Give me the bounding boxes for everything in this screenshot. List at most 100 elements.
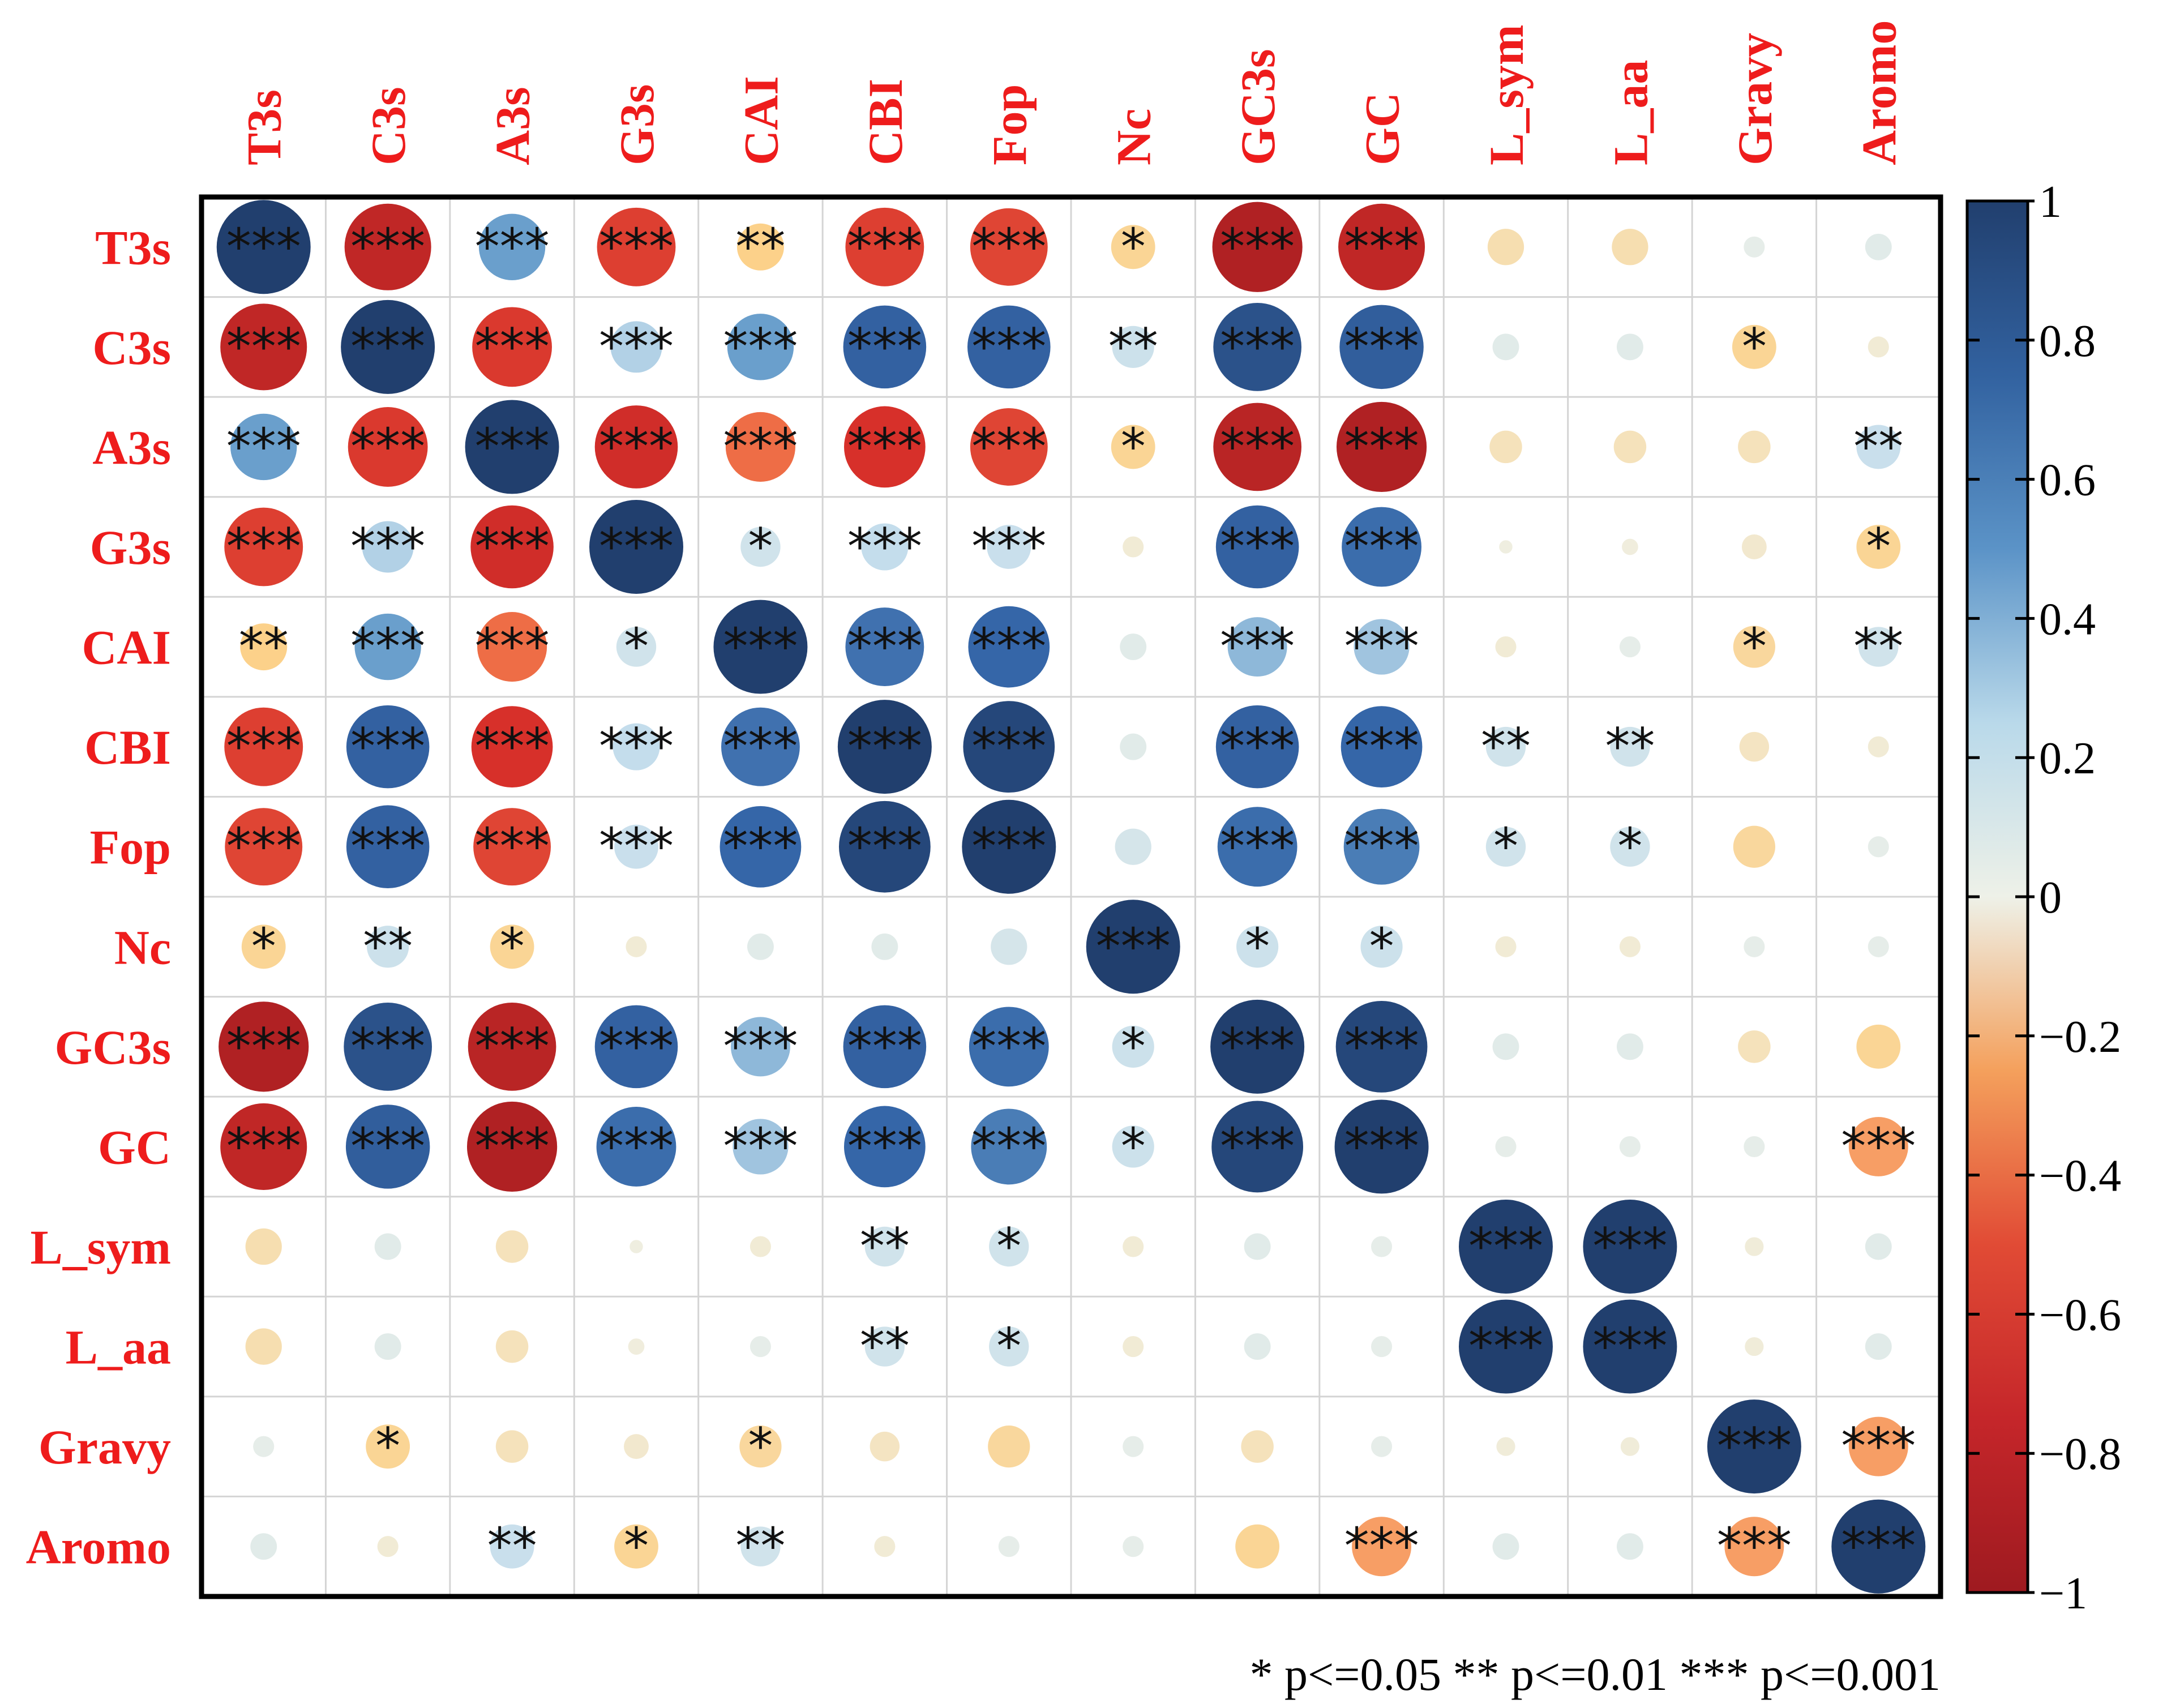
sig-star-G3s-Fop: *** — [971, 517, 1046, 576]
corr-circle-Aromo-A3s — [490, 1524, 534, 1569]
corr-circle-CBI-CBI — [837, 700, 932, 794]
corr-circle-GC3s-A3s — [468, 1003, 556, 1091]
sig-star-C3s-CBI: *** — [847, 318, 922, 376]
col-label-GC3s: GC3s — [1231, 49, 1285, 165]
corr-circle-Fop-Fop — [962, 799, 1056, 894]
corr-circle-CAI-GC3s — [1227, 617, 1287, 677]
sig-star-GC-GC3s: *** — [1220, 1117, 1295, 1175]
sig-star-G3s-GC: *** — [1344, 517, 1419, 576]
col-label-T3s: T3s — [237, 89, 292, 165]
corr-circle-Gravy-CAI — [739, 1426, 782, 1468]
sig-star-Aromo-GC: *** — [1344, 1517, 1419, 1576]
corr-circle-GC-C3s — [345, 1105, 430, 1189]
sig-star-G3s-C3s: *** — [350, 517, 425, 576]
corr-circle-Nc-CBI — [871, 933, 898, 960]
sig-star-GC3s-CBI: *** — [847, 1017, 922, 1076]
sig-star-Aromo-CAI: ** — [735, 1517, 785, 1576]
sig-star-GC3s-C3s: *** — [350, 1017, 425, 1076]
sig-star-A3s-CAI: *** — [723, 417, 798, 476]
corr-circle-T3s-Fop — [970, 208, 1048, 286]
corr-circle-L_aa-A3s — [495, 1330, 529, 1363]
corr-circle-CAI-T3s — [240, 623, 288, 671]
sig-star-CBI-C3s: *** — [350, 717, 425, 776]
corr-circle-GC3s-L_aa — [1616, 1033, 1643, 1060]
corr-circle-C3s-G3s — [610, 321, 662, 373]
row-label-GC3s: GC3s — [55, 1020, 171, 1075]
sig-star-CBI-Fop: *** — [971, 717, 1046, 776]
corr-circle-CBI-L_aa — [1610, 726, 1650, 767]
corr-circle-L_sym-L_aa — [1583, 1200, 1677, 1294]
col-label-Aromo: Aromo — [1852, 20, 1906, 165]
col-label-Gravy: Gravy — [1728, 33, 1782, 165]
colorbar-tick-label: 1 — [2039, 177, 2062, 227]
colorbar-tick-label: 0.8 — [2039, 316, 2096, 366]
corr-circle-Fop-Gravy — [1733, 825, 1775, 868]
corr-circle-GC-Fop — [971, 1108, 1047, 1185]
col-label-C3s: C3s — [361, 87, 416, 165]
sig-star-Fop-L_aa: * — [1617, 817, 1642, 876]
corr-circle-C3s-L_aa — [1616, 333, 1643, 361]
corr-circle-L_aa-L_sym — [1459, 1299, 1553, 1394]
corr-circle-L_aa-Aromo — [1865, 1333, 1892, 1360]
corr-circle-Aromo-CAI — [740, 1526, 781, 1566]
sig-star-CBI-T3s: *** — [226, 717, 301, 776]
corr-circle-Fop-GC3s — [1217, 807, 1297, 887]
corr-circle-L_sym-GC3s — [1244, 1233, 1271, 1260]
row-label-Fop: Fop — [90, 820, 171, 875]
corr-circle-T3s-C3s — [344, 203, 431, 290]
sig-star-GC-G3s: *** — [599, 1117, 674, 1175]
corr-circle-Aromo-Aromo — [1831, 1499, 1926, 1594]
column-labels: T3s C3s A3s G3s CAI CBI Fop Nc GC3s GC L_sym L_aa Gr… — [237, 20, 1907, 165]
plot-frame — [199, 194, 1943, 1599]
sig-star-T3s-G3s: *** — [599, 217, 674, 276]
corr-circle-Nc-L_aa — [1619, 936, 1641, 957]
sig-star-GC3s-Nc: * — [1121, 1017, 1146, 1076]
corr-circle-C3s-CBI — [843, 305, 927, 389]
corr-circle-L_aa-Fop — [989, 1326, 1029, 1367]
row-label-Nc: Nc — [114, 920, 171, 974]
corr-circle-GC-L_sym — [1495, 1136, 1517, 1157]
sig-star-G3s-CBI: *** — [847, 517, 922, 576]
sig-star-C3s-Gravy: * — [1742, 318, 1767, 376]
sig-star-T3s-CAI: ** — [735, 217, 785, 276]
corr-circle-Nc-GC3s — [1236, 926, 1279, 968]
corr-circle-Nc-Gravy — [1744, 936, 1765, 957]
corr-circle-CAI-Aromo — [1858, 627, 1899, 667]
sig-star-A3s-Fop: *** — [971, 417, 1046, 476]
corr-circle-CAI-L_aa — [1619, 636, 1641, 658]
sig-star-Fop-GC: *** — [1344, 817, 1419, 876]
corr-circle-Aromo-L_aa — [1616, 1533, 1643, 1560]
sig-star-C3s-G3s: *** — [599, 318, 674, 376]
sig-star-CBI-GC3s: *** — [1220, 717, 1295, 776]
col-label-Nc: Nc — [1107, 109, 1161, 165]
sig-star-CAI-Fop: *** — [971, 618, 1046, 676]
corr-circle-Gravy-Fop — [988, 1426, 1030, 1468]
corr-circle-A3s-C3s — [348, 407, 428, 487]
sig-star-Nc-A3s: * — [500, 917, 525, 975]
corr-circle-CBI-Gravy — [1739, 731, 1770, 762]
corr-circle-L_aa-Gravy — [1745, 1337, 1764, 1356]
correlation-circles — [216, 200, 1926, 1594]
corr-circle-Nc-G3s — [626, 936, 647, 957]
sig-star-CAI-T3s: ** — [239, 618, 289, 676]
sig-star-C3s-C3s: *** — [350, 318, 425, 376]
corr-circle-Fop-T3s — [225, 808, 303, 886]
corr-circle-T3s-A3s — [478, 213, 546, 280]
col-label-CBI: CBI — [858, 79, 913, 165]
corr-circle-Fop-A3s — [473, 808, 551, 886]
corr-circle-T3s-L_sym — [1487, 229, 1524, 266]
corr-circle-G3s-Fop — [987, 525, 1031, 569]
sig-star-C3s-A3s: *** — [475, 318, 550, 376]
corr-circle-Fop-C3s — [346, 805, 430, 889]
corr-circle-CBI-GC — [1341, 706, 1423, 788]
corr-circle-Aromo-GC — [1352, 1517, 1412, 1577]
sig-star-Aromo-Gravy: *** — [1717, 1517, 1792, 1576]
corr-circle-T3s-Nc — [1111, 225, 1155, 269]
row-label-T3s: T3s — [95, 220, 171, 275]
corr-circle-G3s-Gravy — [1741, 534, 1767, 559]
corr-circle-CBI-CAI — [721, 707, 800, 786]
sig-star-GC-GC: *** — [1344, 1117, 1419, 1175]
sig-star-GC3s-G3s: *** — [599, 1017, 674, 1076]
sig-star-A3s-CBI: *** — [847, 417, 922, 476]
